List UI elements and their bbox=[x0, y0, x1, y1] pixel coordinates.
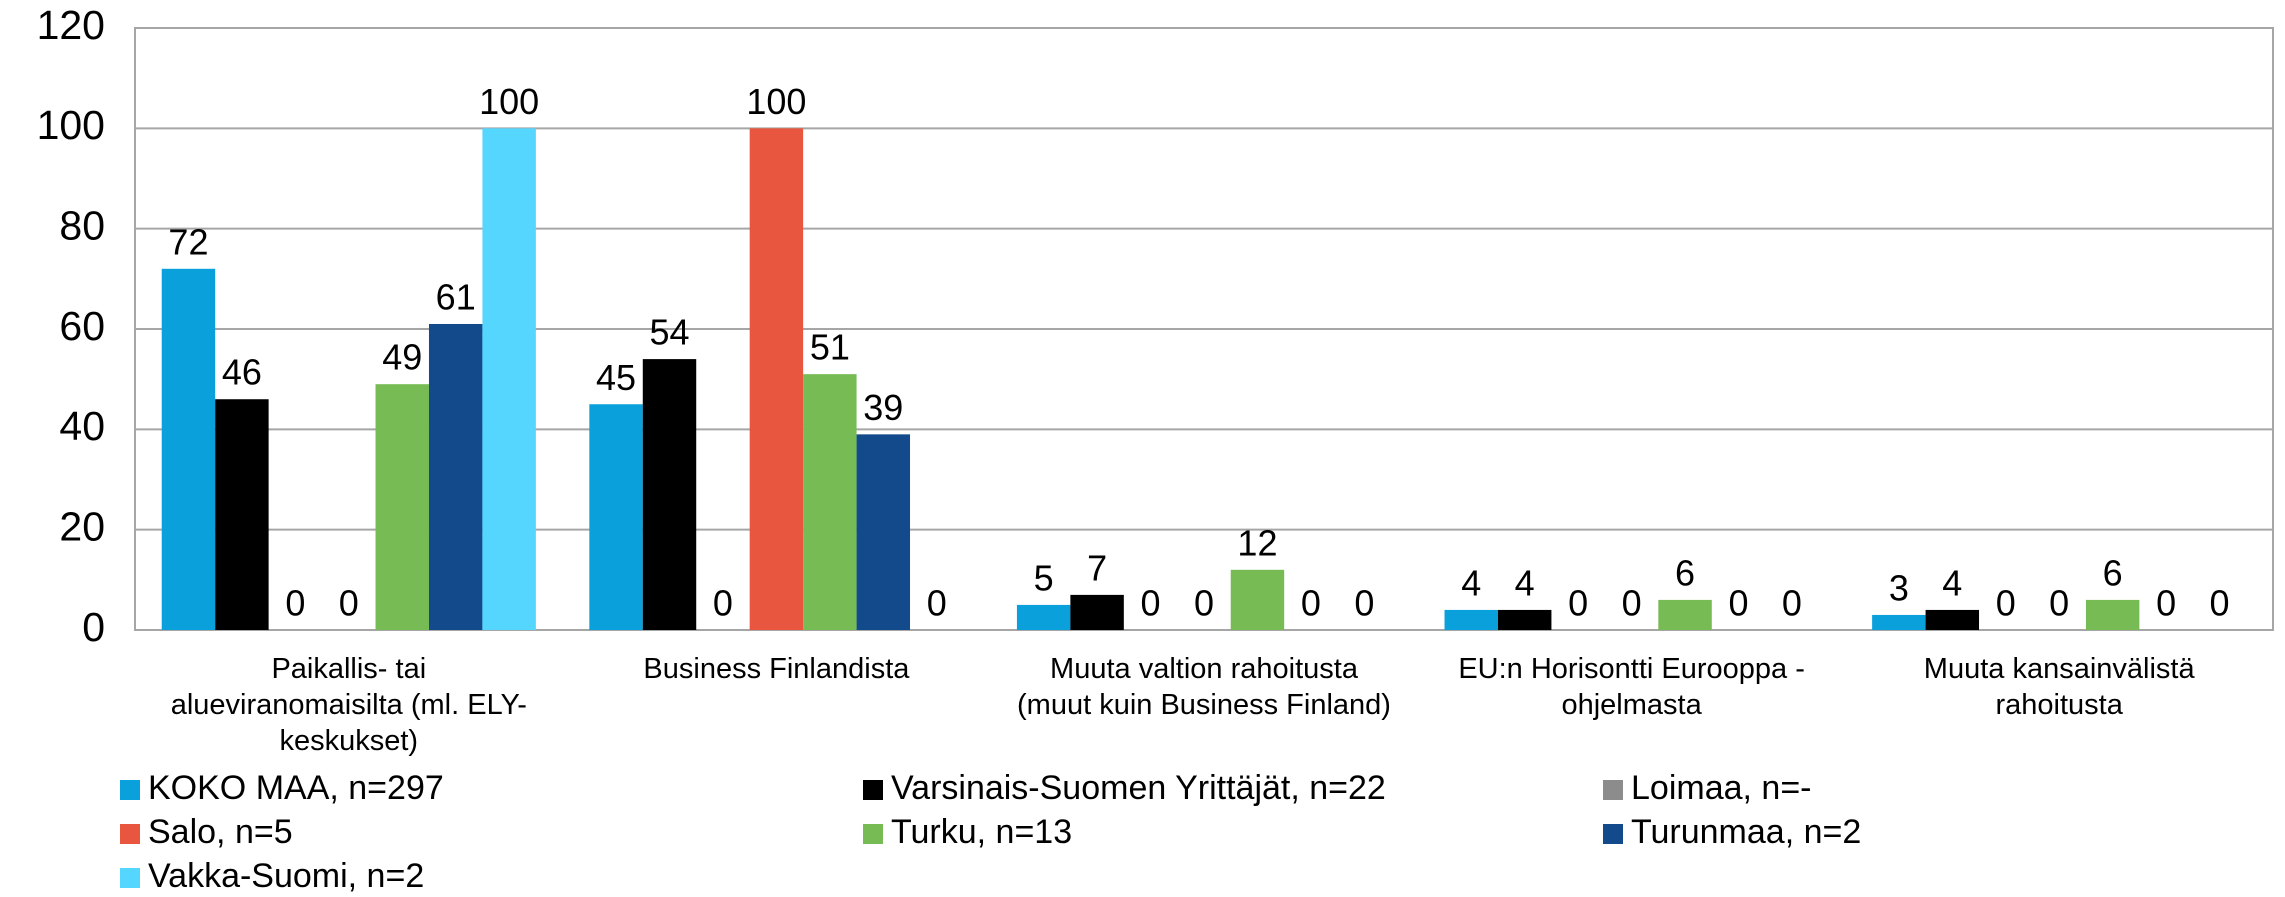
bar bbox=[642, 359, 697, 630]
y-tick-label: 0 bbox=[82, 604, 105, 650]
bar bbox=[856, 434, 911, 630]
data-label: 0 bbox=[1354, 583, 1374, 624]
x-tick-label: Muuta kansainvälistä rahoitusta bbox=[1924, 653, 2196, 721]
legend-swatch bbox=[120, 780, 140, 800]
data-label: 0 bbox=[1301, 583, 1321, 624]
bar bbox=[803, 374, 857, 630]
bar bbox=[1872, 614, 1926, 630]
data-label: 0 bbox=[285, 583, 305, 624]
x-tick-label: Paikallis- tai alueviranomaisilta (ml. EL… bbox=[171, 653, 527, 757]
data-label: 72 bbox=[168, 221, 208, 262]
x-tick-label: Business Finlandista bbox=[643, 653, 910, 685]
legend-label: Turunmaa, n=2 bbox=[1631, 813, 1861, 851]
legend-swatch bbox=[1603, 780, 1623, 800]
legend-swatch bbox=[120, 868, 140, 888]
y-tick-label: 120 bbox=[37, 2, 105, 48]
data-label: 0 bbox=[1194, 583, 1214, 624]
legend-swatch bbox=[1603, 824, 1623, 844]
data-label: 100 bbox=[746, 81, 806, 122]
bar bbox=[1658, 599, 1712, 630]
y-tick-label: 100 bbox=[37, 102, 105, 148]
bar bbox=[215, 399, 269, 630]
bar bbox=[1070, 594, 1124, 630]
data-label: 4 bbox=[1515, 562, 1535, 603]
plot-border bbox=[134, 27, 2274, 631]
data-label: 51 bbox=[810, 327, 850, 368]
bar bbox=[428, 323, 483, 630]
legend-label: Varsinais-Suomen Yrittäjät, n=22 bbox=[891, 769, 1386, 807]
legend-swatch bbox=[863, 824, 883, 844]
data-label: 0 bbox=[339, 583, 359, 624]
data-label: 0 bbox=[1996, 583, 2016, 624]
bar bbox=[1444, 609, 1498, 630]
bar bbox=[2085, 599, 2140, 630]
data-label: 0 bbox=[2210, 583, 2230, 624]
legend-swatch bbox=[120, 824, 140, 844]
legend-label: Turku, n=13 bbox=[891, 813, 1072, 851]
legend-label: Salo, n=5 bbox=[148, 813, 293, 851]
legend-label: Loimaa, n=- bbox=[1631, 769, 1812, 807]
data-label: 0 bbox=[2049, 583, 2069, 624]
bar bbox=[1925, 609, 1980, 630]
data-label: 0 bbox=[713, 583, 733, 624]
bar bbox=[482, 128, 536, 631]
data-label: 54 bbox=[649, 312, 689, 353]
data-label: 0 bbox=[1141, 583, 1161, 624]
data-label: 49 bbox=[382, 337, 422, 378]
legend-label: Vakka-Suomi, n=2 bbox=[148, 857, 424, 895]
data-label: 6 bbox=[2103, 552, 2123, 593]
data-label: 0 bbox=[1568, 583, 1588, 624]
bar bbox=[1497, 609, 1552, 630]
bar bbox=[589, 404, 643, 630]
y-tick-label: 40 bbox=[59, 403, 105, 449]
x-tick-label: Muuta valtion rahoitusta (muut kuin Busin… bbox=[1017, 653, 1391, 721]
legend-swatch bbox=[863, 780, 883, 800]
data-label: 45 bbox=[596, 357, 636, 398]
data-label: 0 bbox=[1782, 583, 1802, 624]
legend-label: KOKO MAA, n=297 bbox=[148, 769, 444, 807]
data-label: 7 bbox=[1087, 547, 1107, 588]
data-label: 100 bbox=[479, 81, 539, 122]
y-tick-label: 20 bbox=[59, 503, 105, 549]
data-label: 0 bbox=[1728, 583, 1748, 624]
data-label: 4 bbox=[1942, 562, 1962, 603]
y-tick-label: 60 bbox=[59, 303, 105, 349]
bar bbox=[375, 384, 429, 630]
bar bbox=[161, 268, 216, 630]
data-label: 61 bbox=[436, 276, 476, 317]
x-tick-label: EU:n Horisontti Eurooppa -ohjelmasta bbox=[1458, 653, 1805, 721]
data-label: 0 bbox=[2156, 583, 2176, 624]
bar bbox=[749, 128, 804, 631]
data-label: 0 bbox=[927, 583, 947, 624]
data-label: 3 bbox=[1889, 567, 1909, 608]
data-label: 39 bbox=[863, 387, 903, 428]
data-label: 46 bbox=[222, 352, 262, 393]
data-label: 4 bbox=[1461, 562, 1481, 603]
data-label: 6 bbox=[1675, 552, 1695, 593]
data-label: 0 bbox=[1622, 583, 1642, 624]
bar bbox=[1016, 604, 1071, 630]
data-label: 12 bbox=[1237, 522, 1277, 563]
bar bbox=[1230, 569, 1285, 630]
data-label: 5 bbox=[1034, 557, 1054, 598]
y-tick-label: 80 bbox=[59, 202, 105, 248]
